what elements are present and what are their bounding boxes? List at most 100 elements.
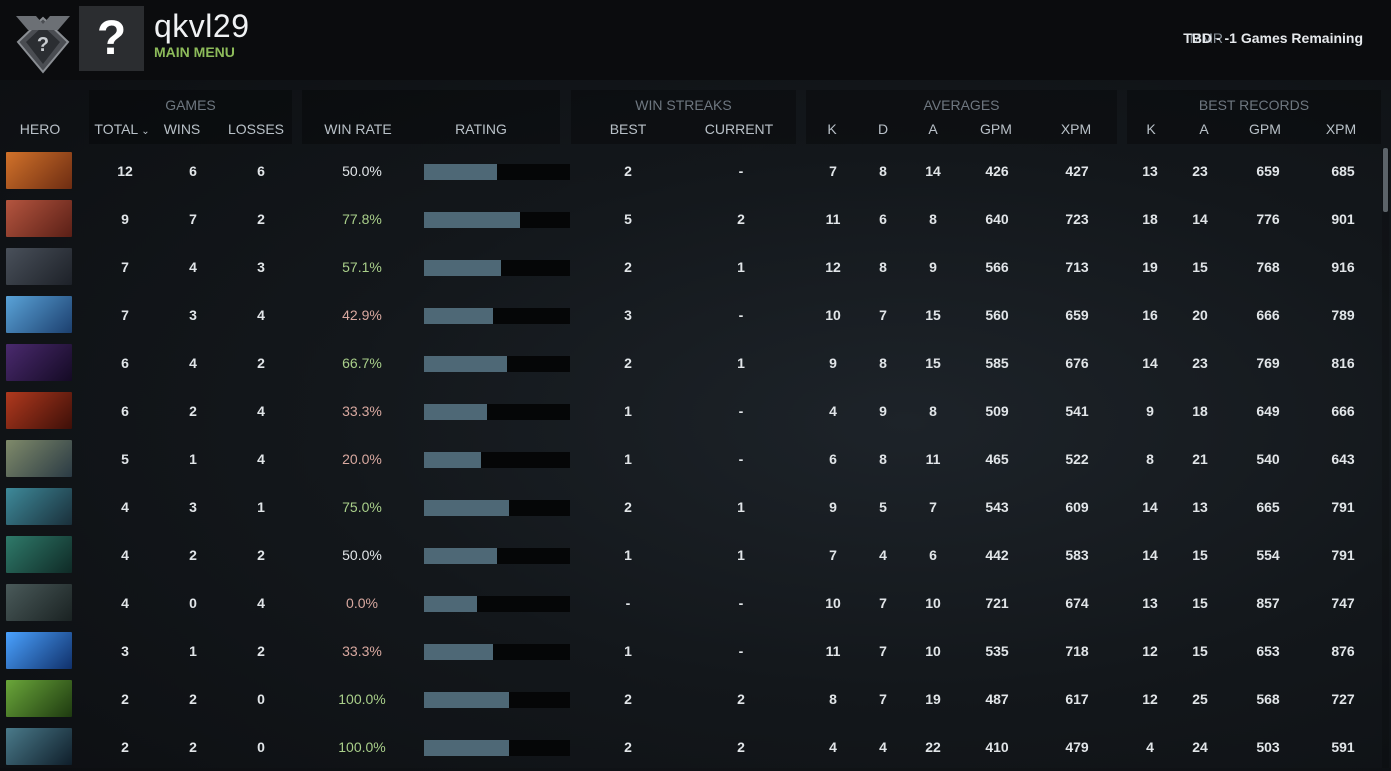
col-total[interactable]: TOTAL ⌄ [82,121,162,137]
scrollbar-thumb[interactable] [1383,148,1388,212]
table-row[interactable]: hero-portrait-11-icon31233.3%1-117105357… [0,627,1380,675]
cell-avg-gpm: 721 [985,595,1009,611]
table-row[interactable]: hero-portrait-4-icon 7 3 4 42.9% 3 - 10 7 15 560 65… [0,291,1380,339]
cell-avg-d: 5 [879,499,887,515]
hero-portrait-12-icon[interactable]: hero-portrait-12-icon [6,680,72,717]
cell-avg-a: 10 [925,595,941,611]
hero-portrait-9-icon[interactable]: hero-portrait-9-icon [6,536,72,573]
col-current-streak[interactable]: CURRENT [704,121,774,137]
question-mark-avatar-icon[interactable]: ? [79,6,144,71]
cell-win-rate: 57.1% [342,259,382,275]
hero-portrait-8-icon[interactable]: hero-portrait-8-icon [6,488,72,525]
rating-bar [424,500,570,516]
col-avg-k[interactable]: K [827,121,837,137]
cell-wins: 2 [189,691,197,707]
cell-total: 6 [121,355,129,371]
cell-best-k: 12 [1142,643,1158,659]
table-row[interactable]: hero-portrait-13-icon220100.0%2244224104… [0,723,1380,771]
cell-avg-a: 9 [929,259,937,275]
col-best-gpm[interactable]: GPM [1249,121,1281,137]
rating-bar [424,692,570,708]
cell-avg-a: 19 [925,691,941,707]
col-wins[interactable]: WINS [163,121,201,137]
cell-best-a: 18 [1192,403,1208,419]
cell-best-gpm: 659 [1256,163,1280,179]
cell-avg-gpm: 640 [985,211,1009,227]
cell-best-gpm: 769 [1256,355,1280,371]
col-rating[interactable]: RATING [455,121,507,137]
group-title-best-records: BEST RECORDS [1198,97,1310,113]
table-row[interactable]: hero-portrait-6-icon 6 2 4 33.3% 1 - 4 9 8 509 541 9… [0,387,1380,435]
cell-avg-d: 9 [879,403,887,419]
cell-wins: 4 [189,259,197,275]
rating-bar-fill [424,692,509,708]
cell-losses: 0 [257,739,265,755]
username: qkvl29 [154,8,250,44]
rating-group-bg [302,90,560,144]
rating-bar-fill [424,212,521,228]
scrollbar-track[interactable] [1382,148,1389,768]
hero-portrait-3-icon[interactable]: hero-portrait-3-icon [6,248,72,285]
table-row[interactable]: hero-portrait-2-icon 9 7 2 77.8% 5 2 11 6 8 640 723… [0,195,1380,243]
table-row[interactable]: hero-portrait-1-icon 12 6 6 50.0% 2 - 7 8 14 426 42… [0,147,1380,195]
rating-bar-fill [424,500,509,516]
cell-wins: 2 [189,739,197,755]
table-row[interactable]: hero-portrait-12-icon 2 2 0 100.0% 2 2 8 7 19 487 6… [0,675,1380,723]
hero-portrait-10-icon[interactable]: hero-portrait-10-icon [6,584,72,621]
cell-best-k: 18 [1142,211,1158,227]
rating-bar [424,644,570,660]
hero-portrait-7-icon[interactable]: hero-portrait-7-icon [6,440,72,477]
hero-portrait-6-icon[interactable]: hero-portrait-6-icon [6,392,72,429]
col-avg-gpm[interactable]: GPM [980,121,1012,137]
cell-total: 3 [121,643,129,659]
sort-chevron-down-icon: ⌄ [141,126,150,137]
cell-win-rate: 0.0% [346,595,378,611]
table-row[interactable]: hero-portrait-3-icon 7 4 3 57.1% 2 1 12 8 9 566 713… [0,243,1380,291]
table-row[interactable]: hero-portrait-9-icon 4 2 2 50.0% 1 1 7 4 6 442 583 1… [0,531,1380,579]
col-avg-d[interactable]: D [877,121,889,137]
col-win-rate[interactable]: WIN RATE [324,121,392,137]
col-best-xpm[interactable]: XPM [1325,121,1357,137]
cell-losses: 2 [257,211,265,227]
cell-win-rate: 100.0% [338,691,386,707]
table-row[interactable]: hero-portrait-5-icon 6 4 2 66.7% 2 1 9 8 15 585 676… [0,339,1380,387]
cell-avg-d: 4 [879,547,887,563]
hero-portrait-2-icon[interactable]: hero-portrait-2-icon [6,200,72,237]
question-rank-badge-icon[interactable]: ? [14,14,72,76]
col-best-k[interactable]: K [1146,121,1156,137]
hero-portrait-13-icon[interactable]: hero-portrait-13-icon [6,728,72,765]
col-losses[interactable]: LOSSES [227,121,285,137]
cell-wins: 2 [189,547,197,563]
cell-best-streak: 1 [624,451,632,467]
cell-total: 4 [121,595,129,611]
cell-avg-k: 4 [829,403,837,419]
col-best-streak[interactable]: BEST [609,121,647,137]
cell-best-xpm: 789 [1331,307,1355,323]
rating-bar [424,548,570,564]
cell-losses: 4 [257,403,265,419]
table-row[interactable]: hero-portrait-10-icon 4 0 4 0.0% - - 10 7 10 721 67… [0,579,1380,627]
cell-avg-k: 9 [829,355,837,371]
cell-current-streak: - [738,163,744,179]
cell-avg-xpm: 427 [1065,163,1089,179]
cell-avg-k: 12 [825,259,841,275]
main-menu-link[interactable]: MAIN MENU [154,44,235,60]
cell-losses: 4 [257,595,265,611]
cell-avg-d: 7 [879,691,887,707]
cell-current-streak: - [738,643,744,659]
col-avg-xpm[interactable]: XPM [1060,121,1092,137]
col-avg-a[interactable]: A [928,121,938,137]
table-row[interactable]: hero-portrait-8-icon 4 3 1 75.0% 2 1 9 5 7 543 609 1… [0,483,1380,531]
cell-best-k: 13 [1142,163,1158,179]
hero-portrait-1-icon[interactable]: hero-portrait-1-icon [6,152,72,189]
cell-best-streak: 2 [624,259,632,275]
col-hero[interactable]: HERO [19,121,61,137]
hero-portrait-11-icon[interactable]: hero-portrait-11-icon [6,632,72,669]
table-row[interactable]: hero-portrait-7-icon 5 1 4 20.0% 1 - 6 8 11 465 522… [0,435,1380,483]
group-title-averages: AVERAGES [923,97,1000,113]
hero-portrait-5-icon[interactable]: hero-portrait-5-icon [6,344,72,381]
col-best-a[interactable]: A [1199,121,1209,137]
cell-total: 5 [121,451,129,467]
hero-portrait-4-icon[interactable]: hero-portrait-4-icon [6,296,72,333]
rating-bar [424,596,570,612]
